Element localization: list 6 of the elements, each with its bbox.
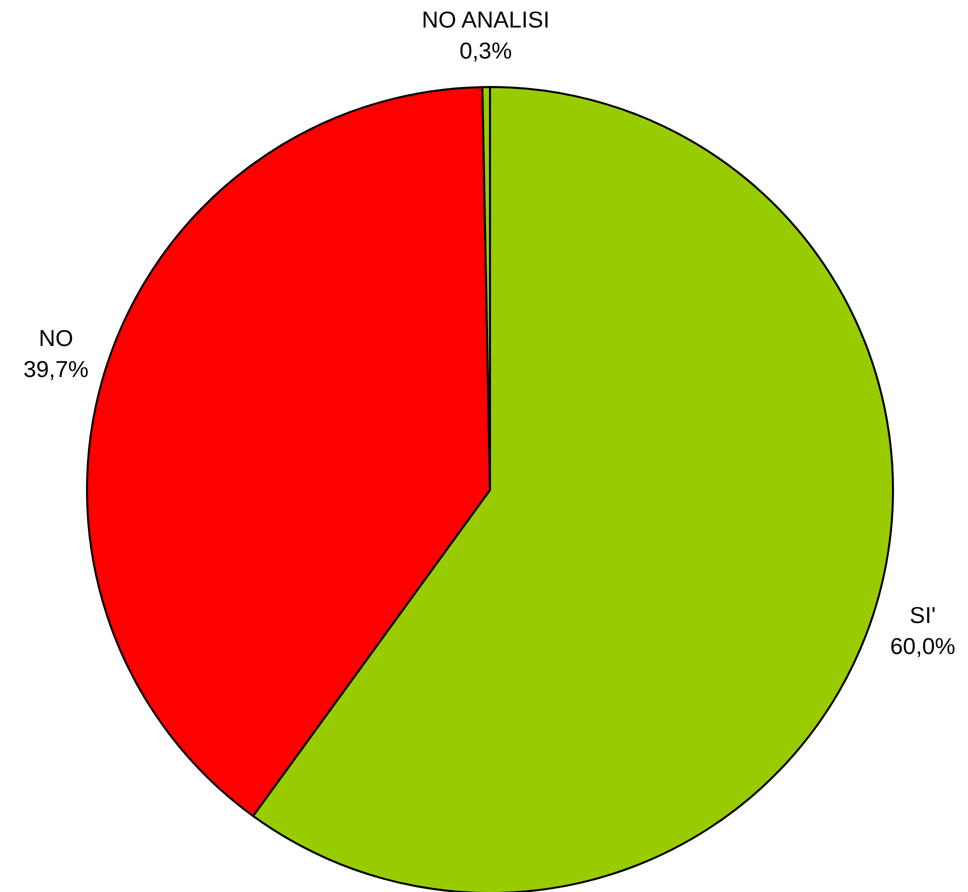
data-label: 60,0% [890, 633, 956, 660]
slice-label: SI' [910, 602, 936, 628]
slice-label: NO [38, 324, 74, 351]
data-label: 39,7% [23, 356, 89, 382]
data-label: 0,3% [459, 38, 512, 64]
slice-label: NO ANALISI [422, 6, 550, 33]
